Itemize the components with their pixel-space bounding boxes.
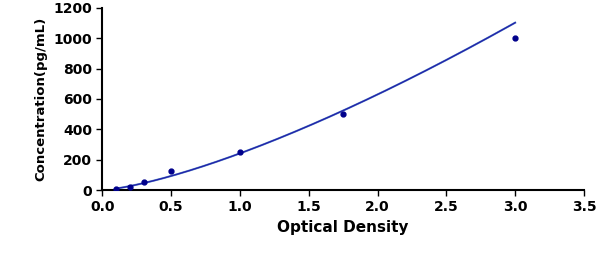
Y-axis label: Concentration(pg/mL): Concentration(pg/mL): [35, 17, 48, 181]
X-axis label: Optical Density: Optical Density: [278, 220, 409, 235]
